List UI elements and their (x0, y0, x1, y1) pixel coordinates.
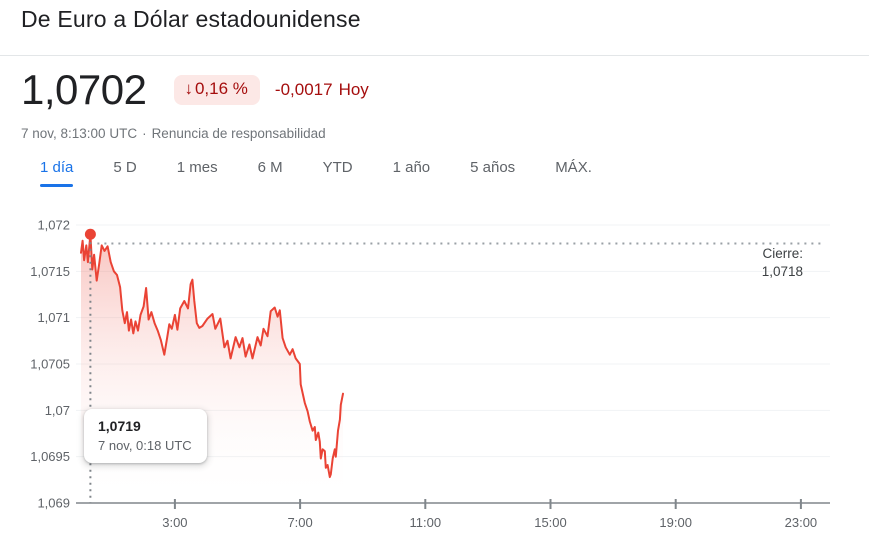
y-axis-label: 1,069 (37, 496, 70, 511)
current-price: 1,0702 (21, 66, 147, 113)
y-axis-label: 1,072 (37, 218, 70, 233)
previous-close-value: 1,0718 (761, 264, 803, 280)
quote-summary: 1,0702 ↓ 0,16 % -0,0017 Hoy (21, 64, 369, 116)
quote-meta: 7 nov, 8:13:00 UTC · Renuncia de respons… (21, 126, 326, 141)
tab-label: 1 día (40, 159, 74, 176)
tab-label: 5 años (470, 159, 516, 176)
tab-label: 5 D (113, 159, 137, 176)
tab-1-ano[interactable]: 1 año (393, 156, 431, 187)
price-line (80, 233, 344, 479)
y-axis-label: 1,07 (45, 403, 70, 418)
tooltip-time: 7 nov, 0:18 UTC (98, 438, 192, 453)
active-tab-indicator (40, 184, 74, 187)
previous-close-label: Cierre: 1,0718 (762, 245, 803, 281)
x-axis-label: 3:00 (162, 515, 187, 530)
y-axis-label: 1,0705 (30, 357, 70, 372)
disclaimer-link[interactable]: Renuncia de responsabilidad (151, 126, 326, 141)
tab-ytd[interactable]: YTD (323, 156, 353, 187)
tab-5-d[interactable]: 5 D (113, 156, 136, 187)
tab-1-mes[interactable]: 1 mes (177, 156, 218, 187)
header-divider (0, 55, 869, 56)
tab-1-dia[interactable]: 1 día (40, 156, 74, 187)
x-axis-label: 11:00 (410, 515, 442, 530)
meta-separator: · (142, 126, 147, 141)
series-start-marker (84, 228, 96, 240)
x-axis-label: 19:00 (659, 515, 692, 530)
previous-close-caption: Cierre: (762, 246, 803, 261)
down-arrow-icon: ↓ (184, 79, 193, 98)
tab-6-m[interactable]: 6 M (258, 156, 283, 187)
absolute-change-value: -0,0017 (274, 80, 333, 99)
quote-timestamp: 7 nov, 8:13:00 UTC (21, 126, 138, 141)
tab-label: MÁX. (555, 159, 592, 176)
absolute-change-period: Hoy (338, 80, 369, 99)
x-axis-label: 7:00 (287, 515, 312, 530)
tab-label: 1 mes (176, 159, 218, 176)
tab-label: 1 año (392, 159, 431, 176)
tooltip-price: 1,0719 (98, 418, 141, 434)
y-axis-label: 1,0715 (30, 264, 70, 279)
page-title: De Euro a Dólar estadounidense (21, 6, 361, 32)
y-axis-label: 1,071 (37, 310, 70, 325)
tab-label: 6 M (257, 159, 283, 176)
chart-canvas[interactable]: 1,072 1,0715 1,071 1,0705 1,07 1,0695 1,069 3:0… (0, 205, 869, 552)
price-chart[interactable]: 1,072 1,0715 1,071 1,0705 1,07 1,0695 1,069 3:0… (0, 205, 869, 552)
chart-tooltip: 1,0719 7 nov, 0:18 UTC (84, 409, 207, 463)
tab-label: YTD (322, 159, 353, 176)
x-axis-label: 23:00 (785, 515, 818, 530)
tab-max[interactable]: MÁX. (555, 156, 592, 187)
period-tabs: 1 día 5 D 1 mes 6 M YTD 1 año 5 años MÁX. (40, 156, 592, 187)
percent-change-value: 0,16 % (194, 79, 248, 98)
percent-change-badge: ↓ 0,16 % (174, 75, 260, 105)
tab-5-anos[interactable]: 5 años (470, 156, 515, 187)
y-axis-label: 1,0695 (30, 449, 70, 464)
x-axis-label: 15:00 (534, 515, 567, 530)
absolute-change: -0,0017 Hoy (275, 80, 369, 100)
